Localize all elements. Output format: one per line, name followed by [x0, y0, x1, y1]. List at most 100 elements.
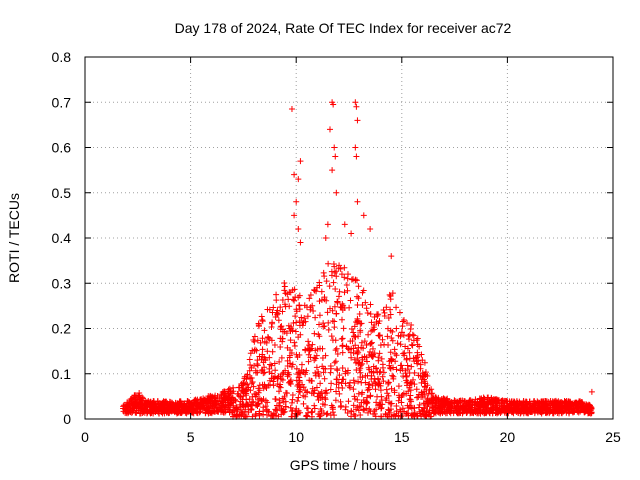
data-point	[277, 304, 284, 311]
data-point	[277, 343, 284, 350]
data-point	[371, 407, 378, 414]
data-point	[265, 334, 272, 341]
data-point	[281, 301, 288, 308]
data-point	[478, 398, 485, 405]
data-point	[418, 389, 425, 396]
data-point	[428, 390, 435, 397]
data-point	[268, 323, 275, 330]
data-point	[337, 265, 344, 272]
data-point	[500, 399, 507, 406]
data-point	[344, 410, 351, 417]
data-point	[351, 393, 358, 400]
data-point	[290, 296, 297, 303]
data-point	[217, 394, 224, 401]
data-point	[494, 396, 501, 403]
data-point	[316, 279, 323, 286]
data-point	[361, 338, 368, 345]
data-point	[322, 396, 329, 403]
data-point	[241, 375, 248, 382]
data-point	[379, 373, 386, 380]
data-point	[387, 406, 394, 413]
data-point	[347, 297, 354, 304]
data-point	[316, 411, 323, 418]
data-point	[336, 372, 343, 379]
data-point	[313, 384, 320, 391]
y-tick-label: 0.6	[52, 140, 72, 156]
data-point	[405, 388, 412, 395]
data-point	[329, 406, 336, 413]
data-point	[363, 341, 370, 348]
data-point	[490, 401, 497, 408]
data-point	[406, 402, 413, 409]
data-point	[350, 349, 357, 356]
data-point	[323, 297, 330, 304]
data-point	[266, 377, 273, 384]
data-point	[261, 338, 268, 345]
data-point	[304, 388, 311, 395]
data-point	[336, 288, 343, 295]
data-point	[294, 398, 301, 405]
data-point	[415, 372, 422, 379]
data-point	[339, 342, 346, 349]
data-point	[248, 364, 255, 371]
data-point	[482, 400, 489, 407]
data-point	[357, 411, 364, 418]
outlier-point	[341, 221, 348, 228]
data-point	[375, 332, 382, 339]
data-point	[380, 378, 387, 385]
data-point	[364, 394, 371, 401]
data-point	[462, 404, 469, 411]
data-point	[400, 373, 407, 380]
data-point	[396, 309, 403, 316]
data-point	[262, 403, 269, 410]
data-point	[378, 404, 385, 411]
data-point	[342, 406, 349, 413]
data-point	[186, 400, 193, 407]
data-point	[272, 396, 279, 403]
data-point	[301, 315, 308, 322]
outlier-point	[588, 388, 595, 395]
data-point	[372, 413, 379, 420]
data-point	[248, 380, 255, 387]
data-point	[383, 304, 390, 311]
data-point	[129, 404, 136, 411]
data-point	[360, 406, 367, 413]
data-point	[279, 377, 286, 384]
data-point	[320, 369, 327, 376]
data-point	[296, 302, 303, 309]
data-point	[381, 309, 388, 316]
data-point	[334, 351, 341, 358]
data-point	[405, 336, 412, 343]
data-point	[481, 410, 488, 417]
y-tick-label: 0	[63, 411, 71, 427]
data-point	[414, 412, 421, 419]
data-point	[292, 313, 299, 320]
data-point	[219, 405, 226, 412]
data-point	[271, 342, 278, 349]
data-point	[339, 301, 346, 308]
data-point	[334, 376, 341, 383]
data-point	[558, 409, 565, 416]
y-tick-label: 0.7	[52, 94, 72, 110]
data-point	[514, 401, 521, 408]
data-point	[314, 284, 321, 291]
data-point	[264, 348, 271, 355]
data-point	[454, 408, 461, 415]
data-point	[302, 369, 309, 376]
data-point	[138, 396, 145, 403]
data-point	[282, 367, 289, 374]
data-point	[292, 407, 299, 414]
data-point	[267, 361, 274, 368]
outlier-point	[295, 176, 302, 183]
data-point	[327, 363, 334, 370]
data-point	[307, 306, 314, 313]
data-point	[389, 372, 396, 379]
data-point	[319, 355, 326, 362]
data-point	[581, 409, 588, 416]
data-point	[230, 397, 237, 404]
y-axis-label: ROTI / TECUs	[6, 193, 22, 283]
data-point	[418, 351, 425, 358]
data-point	[254, 357, 261, 364]
data-point	[197, 401, 204, 408]
